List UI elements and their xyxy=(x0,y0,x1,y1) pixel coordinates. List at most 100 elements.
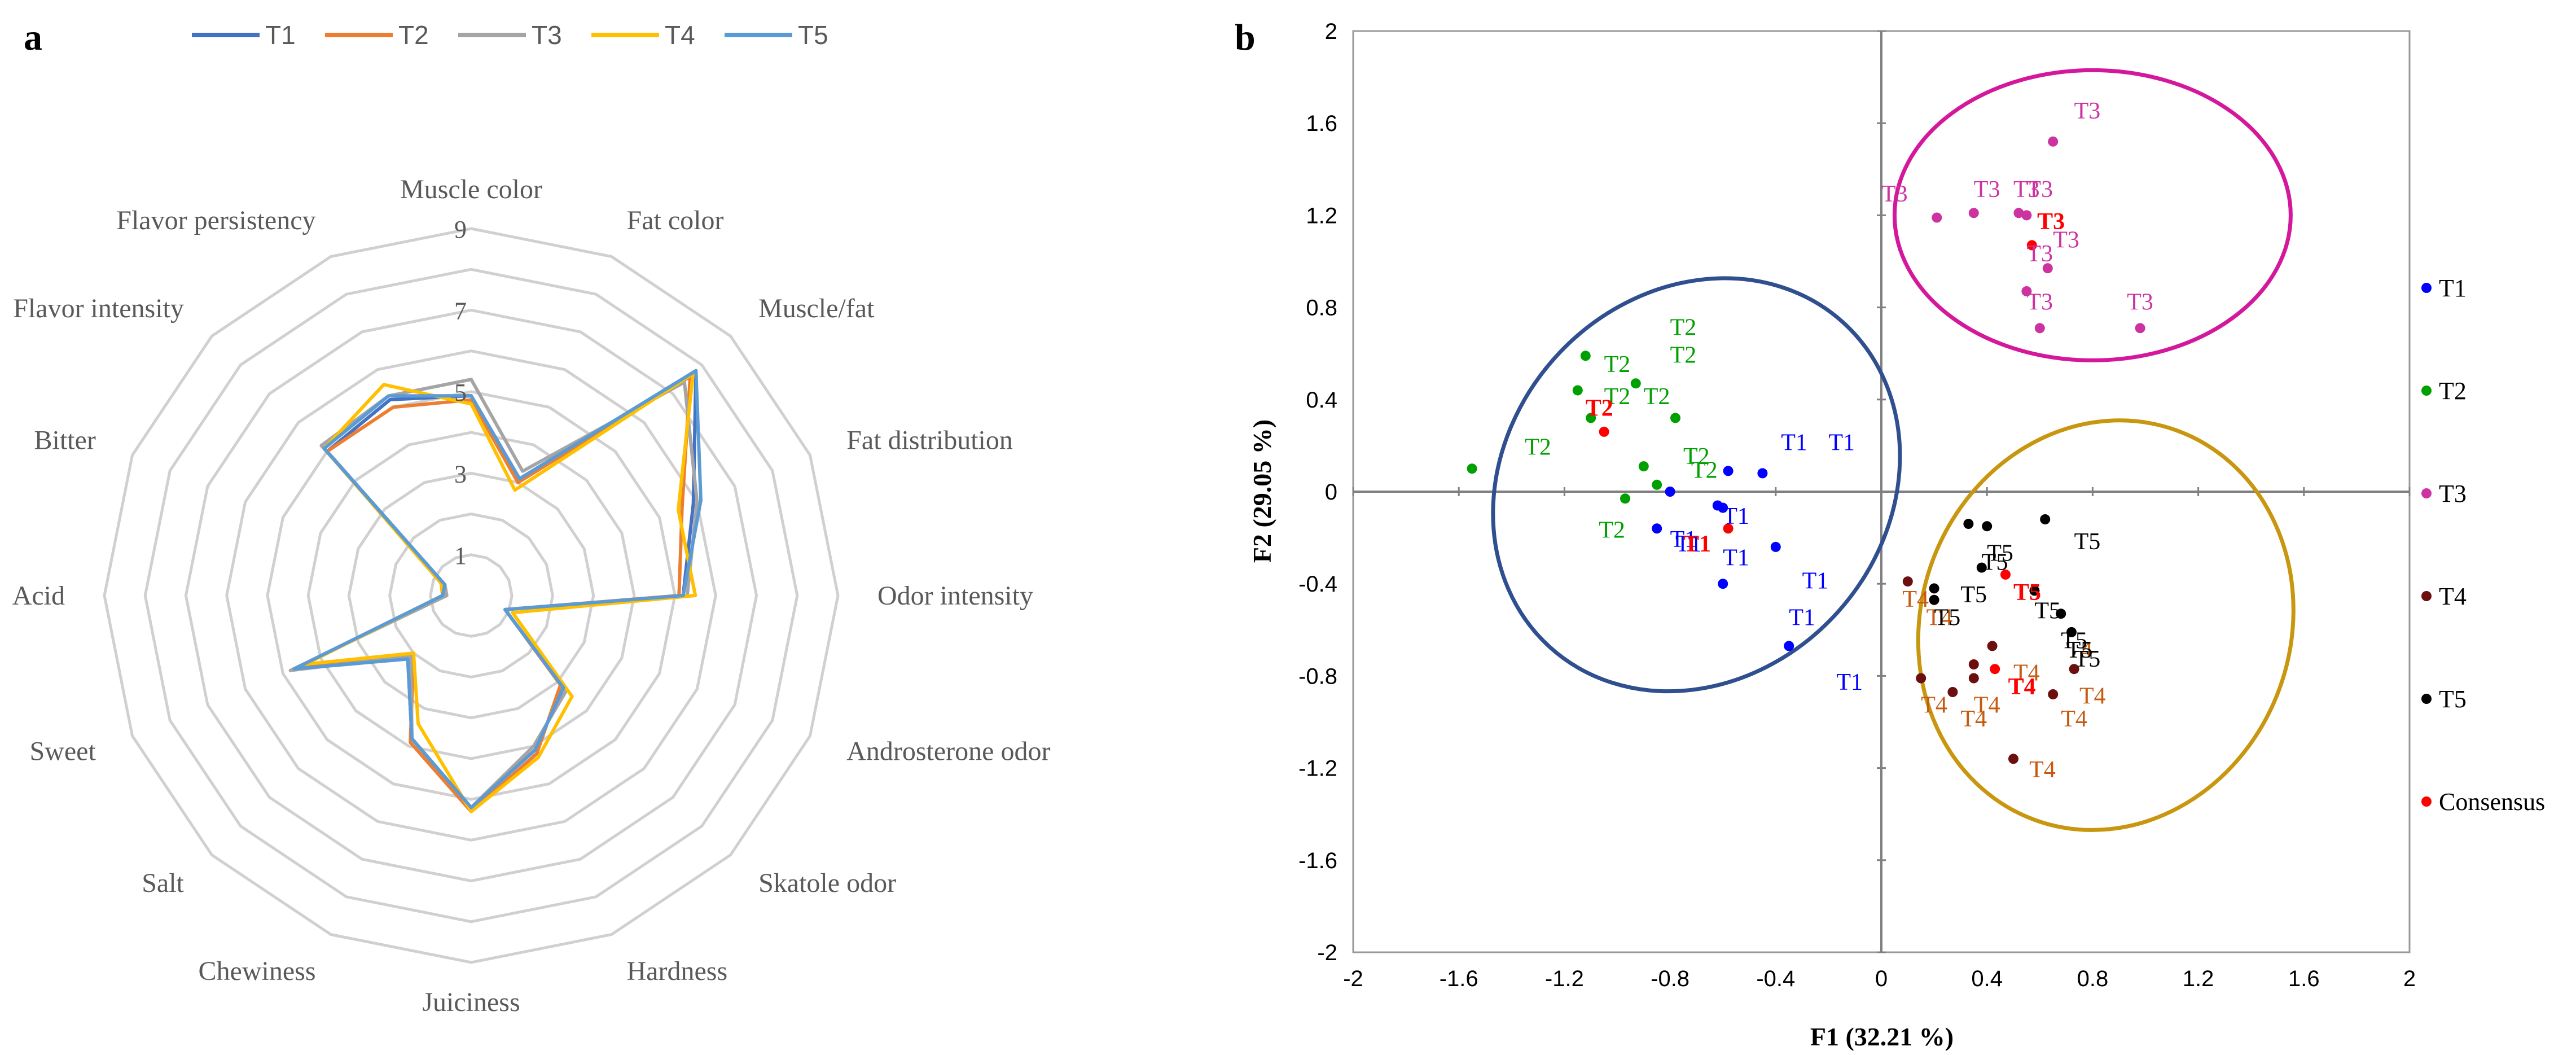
point-label-t4: T4 xyxy=(2061,706,2087,732)
radar-scale-tick: 7 xyxy=(454,297,467,325)
radar-axis-label: Acid xyxy=(12,581,65,611)
x-tick-label: 1.2 xyxy=(2183,966,2214,991)
legend-marker-t1 xyxy=(2421,283,2432,293)
point-label-consensus: T4 xyxy=(2008,674,2036,700)
radar-scale-tick: 5 xyxy=(454,379,467,406)
point-t3 xyxy=(1968,208,1979,218)
radar-series-t3 xyxy=(288,378,699,809)
legend-label-t5: T5 xyxy=(2439,685,2467,713)
radar-axis-label: Muscle color xyxy=(400,174,542,204)
point-label-t1: T1 xyxy=(1828,430,1855,456)
point-t4 xyxy=(1902,576,1913,587)
scatter-points xyxy=(1467,136,2145,764)
point-t3 xyxy=(2048,136,2059,147)
y-tick-label: -0.4 xyxy=(1298,572,1337,597)
point-t2 xyxy=(1620,493,1630,504)
point-t3 xyxy=(1932,212,1942,223)
point-t5 xyxy=(2056,609,2066,619)
point-consensus xyxy=(2026,240,2037,251)
point-t3 xyxy=(2042,263,2053,274)
point-t2 xyxy=(1638,461,1649,472)
point-label-t1: T1 xyxy=(1723,545,1749,571)
point-label-t3: T3 xyxy=(2026,177,2053,203)
y-tick-label: 2 xyxy=(1325,19,1337,44)
point-label-t3: T3 xyxy=(2127,290,2153,316)
radar-scale-tick: 3 xyxy=(454,460,467,488)
point-t5 xyxy=(2066,627,2077,637)
point-label-t3: T3 xyxy=(2026,241,2053,267)
scatter-legend: T1 T2 T3 T4 T5 Consensus xyxy=(2421,274,2545,816)
radar-axis-label: Odor intensity xyxy=(877,581,1033,611)
point-t3 xyxy=(2013,208,2024,218)
radar-axis-label: Androsterone odor xyxy=(846,737,1050,767)
legend-marker-t2 xyxy=(2421,386,2432,396)
point-t5 xyxy=(1929,583,1939,594)
x-tick-label: -2 xyxy=(1343,966,1363,991)
point-t2 xyxy=(1586,413,1596,423)
point-label-t5: T5 xyxy=(2061,628,2087,654)
radar-scale-tick: 9 xyxy=(454,216,467,243)
radar-axis-label: Hardness xyxy=(627,956,728,986)
point-label-t4: T4 xyxy=(1960,706,1987,732)
point-t5 xyxy=(1929,594,1939,605)
radar-axis-label: Chewiness xyxy=(199,956,316,986)
point-t4 xyxy=(1947,687,1958,697)
radar-legend: T1 T2 T3 T4 T5 xyxy=(192,20,828,50)
legend-label-t2: T2 xyxy=(2439,377,2467,405)
point-label-t2: T2 xyxy=(1670,315,1697,341)
point-label-t2: T2 xyxy=(1604,352,1631,378)
point-label-consensus: T1 xyxy=(1683,531,1711,557)
legend-label-consensus: Consensus xyxy=(2439,788,2545,816)
point-label-t1: T1 xyxy=(1675,531,1702,557)
point-t3 xyxy=(2021,286,2032,296)
panel-label-a: a xyxy=(24,17,42,58)
legend-marker-t3 xyxy=(2421,488,2432,498)
x-axis-title: F1 (32.21 %) xyxy=(1810,1022,1954,1051)
point-label-t5: T5 xyxy=(1934,605,1961,631)
radar-axis-label: Flavor intensity xyxy=(13,294,184,323)
radar-axis-label: Skatole odor xyxy=(758,868,896,898)
point-t4 xyxy=(1916,673,1926,684)
radar-axis-labels: Muscle color Fat color Muscle/fat Fat distr… xyxy=(12,174,1051,1017)
point-label-t1: T1 xyxy=(1723,504,1749,529)
y-tick-label: -1.2 xyxy=(1298,756,1337,781)
point-t4 xyxy=(1987,641,1998,651)
legend-label-t1: T1 xyxy=(2439,274,2467,302)
point-consensus xyxy=(1723,523,1734,534)
point-label-t1: T1 xyxy=(1802,568,1829,594)
radar-scale-tick: 1 xyxy=(454,542,467,570)
point-t3 xyxy=(2135,323,2145,334)
point-t2 xyxy=(1467,463,1477,474)
radar-grid xyxy=(103,227,840,964)
radar-axis-label: Muscle/fat xyxy=(758,294,875,323)
point-label-t1: T1 xyxy=(1781,430,1807,456)
radar-grid-ring xyxy=(266,390,677,801)
point-t5 xyxy=(1963,519,1974,529)
point-label-t3: T3 xyxy=(2053,227,2079,253)
x-tick-label: 2 xyxy=(2403,966,2416,991)
point-consensus xyxy=(1990,664,2000,675)
legend-label-t4: T4 xyxy=(2439,583,2467,610)
point-label-t2: T2 xyxy=(1644,384,1670,410)
radar-grid-ring xyxy=(103,227,840,964)
point-t1 xyxy=(1784,641,1794,651)
point-t4 xyxy=(2048,689,2059,699)
radar-series-t2 xyxy=(296,374,692,813)
point-consensus xyxy=(1599,426,1609,437)
point-label-t4: T4 xyxy=(2079,683,2106,709)
radar-axis-label: Flavor persistency xyxy=(116,205,315,235)
point-label-t5: T5 xyxy=(1960,582,1987,608)
confidence-ellipses xyxy=(1491,68,2296,832)
point-label-t5: T5 xyxy=(2066,637,2093,663)
point-label-t1: T1 xyxy=(1789,605,1815,631)
legend-label-t2: T2 xyxy=(398,20,429,50)
radar-scale-ticks: 1 3 5 7 9 xyxy=(454,216,467,570)
point-label-t5: T5 xyxy=(2074,529,2101,555)
ellipse-t3 xyxy=(1892,68,2293,362)
point-t2 xyxy=(1572,385,1583,396)
point-t5 xyxy=(1976,562,1987,573)
legend-marker-t4 xyxy=(2421,591,2432,601)
legend-label-t3: T3 xyxy=(532,20,562,50)
